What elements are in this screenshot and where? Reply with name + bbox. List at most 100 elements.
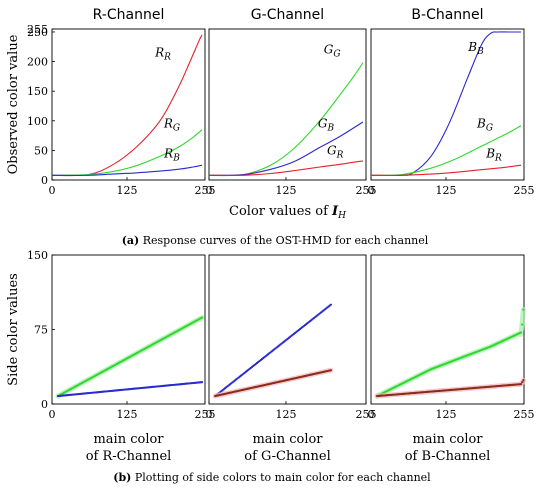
y-tick-label: 0: [41, 398, 48, 411]
curve-label-r-g: RG: [163, 117, 180, 134]
curve-label-r-r: RR: [154, 46, 171, 63]
curve-label-subscript: B: [326, 124, 334, 134]
x-axis-label-line: main color: [93, 432, 164, 447]
scatter-point: [200, 381, 204, 384]
series-line-r-b: [51, 164, 203, 176]
curve-label-subscript: R: [163, 53, 171, 63]
scatter-point: [522, 379, 525, 382]
plot-frame: [208, 28, 367, 181]
y-tick-label: 250: [27, 26, 48, 39]
x-tick-label: 125: [275, 408, 296, 421]
curve-label-b-g: BG: [476, 117, 493, 134]
x-axis-label-line: main color: [252, 432, 323, 447]
curve-label-base: G: [318, 117, 328, 131]
scatter-point: [521, 381, 524, 384]
curve-label-subscript: G: [173, 124, 180, 134]
x-axis-label-symbol: I: [331, 204, 339, 219]
curve-label-g-r: GR: [327, 143, 344, 160]
caption-b: (b) Plotting of side colors to main colo…: [113, 471, 431, 484]
panel-title: B-Channel: [411, 7, 483, 23]
curve-label-subscript: B: [476, 47, 484, 57]
plot-frame: [51, 28, 206, 181]
curve-label-g-b: GB: [318, 117, 335, 134]
y-tick-label: 50: [34, 144, 48, 157]
plot-frame: [208, 254, 367, 405]
caption-b-text: Plotting of side colors to main color fo…: [131, 471, 431, 484]
x-tick-label: 0: [368, 408, 375, 421]
y-tick-label: 100: [27, 115, 48, 128]
scatter-point: [519, 331, 523, 334]
x-tick-label: 0: [49, 408, 56, 421]
scatter-point: [329, 303, 333, 306]
caption-a: (a) Response curves of the OST-HMD for e…: [122, 234, 429, 247]
curve-label-base: G: [327, 143, 337, 157]
x-axis-label-line: of R-Channel: [86, 449, 172, 464]
plot-frame: [370, 254, 525, 405]
curve-label-subscript: B: [172, 153, 180, 163]
x-axis-label-text: Color values of: [229, 204, 332, 219]
scatter-point: [329, 369, 333, 372]
x-tick-label: 0: [49, 184, 56, 197]
series-line-r-g: [51, 129, 203, 176]
scatter-point: [200, 316, 204, 319]
x-tick-label: 125: [275, 184, 296, 197]
curve-label-r-b: RB: [163, 146, 180, 163]
curve-label-base: B: [467, 40, 477, 54]
curve-label-base: B: [485, 146, 495, 160]
x-tick-label: 255: [514, 184, 535, 197]
series-line-r-r: [51, 34, 203, 177]
response-curves-row: 0 125 255050100150200250255R-ChannelObserv…: [6, 7, 535, 221]
x-tick-label: 125: [117, 184, 138, 197]
curve-label-base: B: [476, 117, 486, 131]
plot-frame: [370, 28, 525, 181]
chart-panel-1: 0 125 255050100150200250255R-ChannelObserv…: [6, 7, 216, 197]
x-axis-label: Color values of IH: [229, 204, 346, 221]
panel-title: R-Channel: [93, 7, 165, 23]
chart-panel-5: 0 125 255 main color of G-Channel: [206, 254, 377, 464]
y-tick-label: 0: [41, 174, 48, 187]
x-tick-label: 0: [368, 184, 375, 197]
scatter-point: [519, 383, 523, 386]
curve-label-base: G: [324, 43, 334, 57]
curve-label-b-r: BR: [485, 146, 502, 163]
scatter-point: [521, 323, 524, 326]
y-tick-label: 75: [34, 324, 48, 337]
panel-title: G-Channel: [251, 7, 324, 23]
caption-a-label: (a): [122, 234, 140, 247]
series-line-b-g: [370, 125, 522, 176]
curve-label-subscript: G: [333, 50, 340, 60]
caption-a-text: Response curves of the OST-HMD for each …: [139, 234, 429, 247]
series-line-b-r: [370, 164, 522, 176]
x-tick-label: 255: [195, 408, 216, 421]
scatter-point: [522, 308, 525, 311]
y-tick-label: 200: [27, 56, 48, 69]
caption-b-label: (b): [113, 471, 131, 484]
y-tick-label: 150: [27, 249, 48, 262]
x-axis-label-line: of G-Channel: [244, 449, 330, 464]
x-tick-label: 0: [206, 408, 213, 421]
y-tick-label: 255: [27, 23, 48, 36]
curve-label-base: R: [163, 146, 173, 160]
x-tick-label: 125: [117, 408, 138, 421]
curve-label-subscript: G: [486, 124, 493, 134]
x-axis-label-subscript: H: [337, 211, 346, 221]
curve-label-subscript: R: [494, 153, 502, 163]
x-tick-label: 125: [436, 184, 457, 197]
curve-label-subscript: R: [336, 150, 344, 160]
x-tick-label: 255: [356, 408, 377, 421]
curve-label-b-b: BB: [467, 40, 484, 57]
x-axis-label-line: of B-Channel: [405, 449, 491, 464]
x-tick-label: 125: [436, 408, 457, 421]
x-axis-label-line: main color: [412, 432, 483, 447]
y-tick-label: 150: [27, 85, 48, 98]
curve-label-base: R: [154, 46, 164, 60]
chart-panel-6: 0 125 255 main color of B-Channel: [368, 254, 535, 464]
x-tick-label: 0: [206, 184, 213, 197]
y-axis-label: Side color values: [6, 273, 21, 386]
curve-label-g-g: GG: [324, 43, 341, 60]
series-spread-band: [374, 307, 526, 399]
